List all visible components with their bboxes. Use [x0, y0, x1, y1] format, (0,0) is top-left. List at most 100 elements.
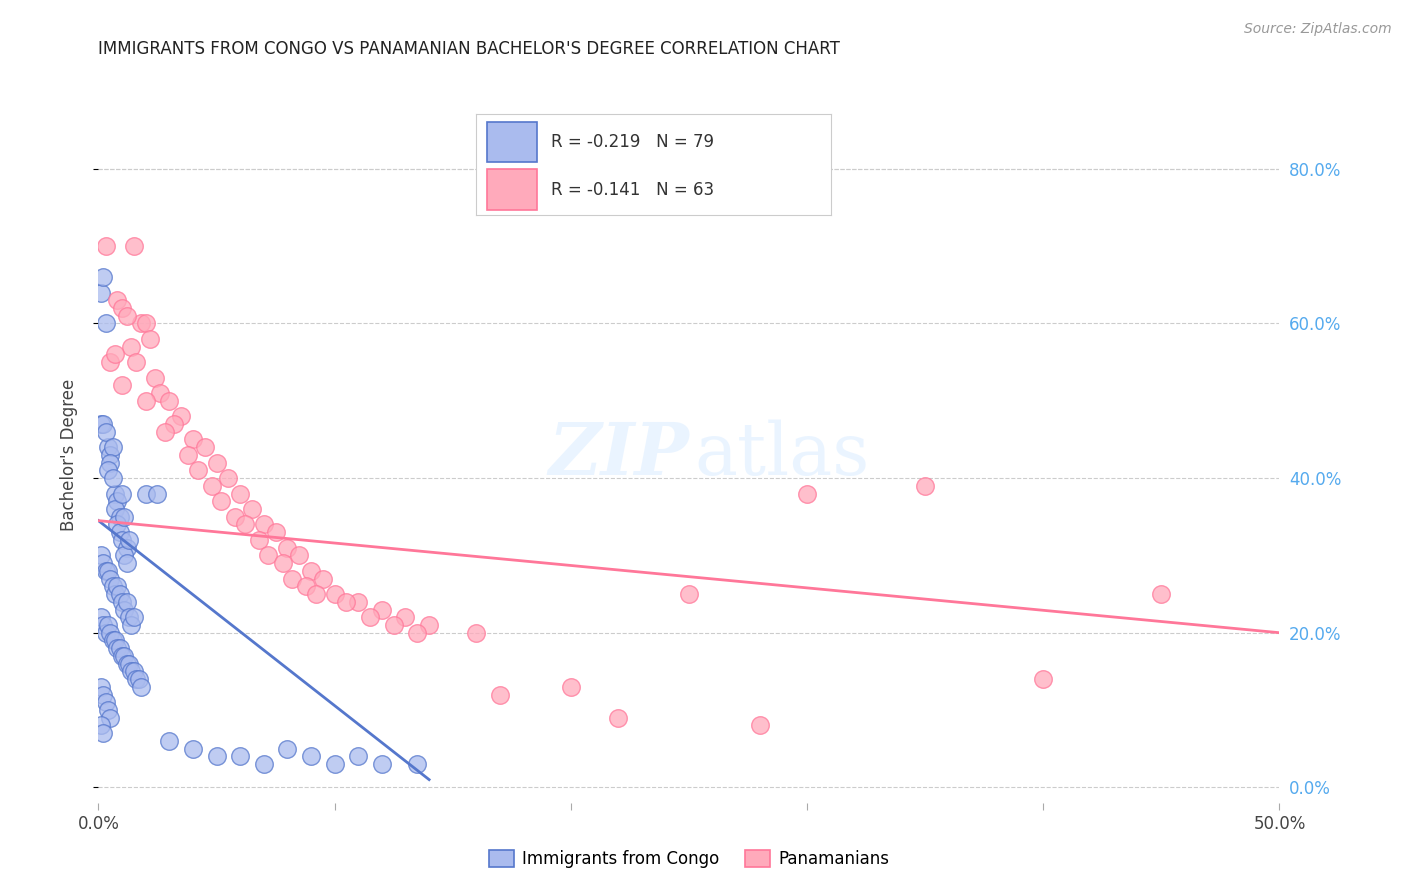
Point [112, 602, 135, 616]
Point [118, 533, 141, 547]
Text: Source: ZipAtlas.com: Source: ZipAtlas.com [1244, 22, 1392, 37]
Point [111, 486, 134, 500]
Point [229, 749, 252, 764]
Point [371, 602, 394, 616]
Point [104, 633, 127, 648]
Point [187, 463, 209, 477]
Point [105, 517, 128, 532]
Point [91, 556, 114, 570]
Point [139, 332, 162, 346]
Point [146, 486, 169, 500]
Point [90, 549, 112, 563]
Point [170, 409, 193, 424]
Legend: Immigrants from Congo, Panamanians: Immigrants from Congo, Panamanians [482, 843, 896, 874]
Point [94, 695, 117, 709]
Point [143, 370, 166, 384]
Text: IMMIGRANTS FROM CONGO VS PANAMANIAN BACHELOR'S DEGREE CORRELATION CHART: IMMIGRANTS FROM CONGO VS PANAMANIAN BACH… [98, 40, 841, 58]
Point [108, 509, 131, 524]
Point [335, 595, 357, 609]
Text: ZIP: ZIP [548, 419, 689, 491]
Point [678, 587, 700, 601]
Point [104, 347, 127, 361]
Point [90, 718, 112, 732]
Point [129, 317, 152, 331]
Point [115, 595, 138, 609]
Point [112, 549, 135, 563]
Point [112, 648, 135, 663]
Point [105, 641, 128, 656]
Point [97, 440, 120, 454]
Point [108, 641, 131, 656]
Point [104, 587, 127, 601]
Point [101, 471, 124, 485]
Point [305, 587, 328, 601]
Point [91, 726, 114, 740]
Point [382, 618, 405, 632]
Point [98, 711, 121, 725]
Point [91, 270, 114, 285]
Point [163, 417, 186, 431]
Point [129, 680, 152, 694]
Point [181, 433, 204, 447]
Point [194, 440, 217, 454]
Point [607, 711, 630, 725]
Point [121, 340, 143, 354]
Point [94, 625, 117, 640]
Point [149, 386, 172, 401]
Point [914, 479, 936, 493]
Point [240, 502, 263, 516]
Point [229, 486, 252, 500]
Point [157, 393, 180, 408]
Point [97, 618, 120, 632]
Point [90, 680, 112, 694]
Point [105, 579, 128, 593]
Point [111, 378, 134, 392]
Point [115, 541, 138, 555]
Point [104, 502, 127, 516]
Point [128, 672, 150, 686]
Point [111, 648, 134, 663]
Point [108, 525, 131, 540]
Point [748, 718, 770, 732]
Point [135, 393, 157, 408]
Point [323, 757, 346, 772]
Point [177, 448, 200, 462]
Point [111, 595, 134, 609]
Point [115, 556, 138, 570]
Point [347, 595, 370, 609]
Point [90, 417, 112, 431]
Point [247, 533, 270, 547]
Point [90, 610, 112, 624]
Point [209, 494, 232, 508]
Point [201, 479, 224, 493]
Point [98, 448, 121, 462]
Point [115, 309, 138, 323]
Point [157, 734, 180, 748]
Point [224, 509, 246, 524]
Point [122, 239, 145, 253]
Point [112, 509, 135, 524]
Point [295, 579, 318, 593]
Point [101, 440, 124, 454]
Point [111, 533, 134, 547]
Point [271, 556, 294, 570]
Point [118, 657, 141, 671]
Point [94, 425, 117, 439]
Point [111, 301, 134, 315]
Point [264, 525, 287, 540]
Point [796, 486, 818, 500]
Point [97, 564, 120, 578]
Point [418, 618, 440, 632]
Point [135, 317, 157, 331]
Text: atlas: atlas [695, 419, 870, 491]
Point [1150, 587, 1173, 601]
Point [121, 665, 143, 679]
Point [347, 749, 370, 764]
Point [94, 564, 117, 578]
Point [253, 757, 276, 772]
Point [105, 293, 128, 308]
Point [98, 456, 121, 470]
Y-axis label: Bachelor's Degree: Bachelor's Degree [59, 379, 77, 531]
Point [101, 579, 124, 593]
Point [281, 572, 304, 586]
